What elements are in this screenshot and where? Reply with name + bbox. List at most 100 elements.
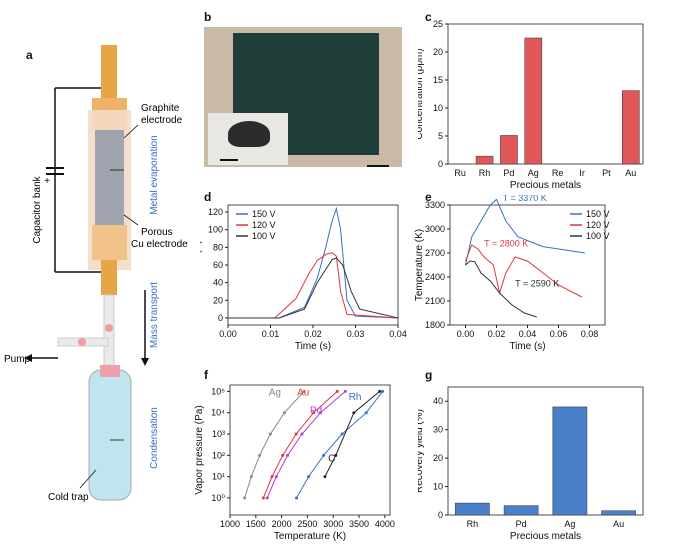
data-point: [318, 411, 322, 415]
y-tick-label: 10¹: [212, 472, 225, 482]
data-point: [286, 453, 290, 457]
x-tick-label: Pd: [516, 519, 527, 529]
scale-bar: [367, 165, 389, 167]
series-line-150v: [465, 198, 585, 266]
y-tick-label: 100: [208, 225, 223, 235]
plot-frame: [447, 23, 644, 165]
y-tick-label: 40: [213, 278, 223, 288]
y-tick-label: 60: [213, 260, 223, 270]
condensation-label: Condensation: [149, 407, 160, 469]
graphite-label-line2: electrode: [141, 115, 183, 126]
arrow-head-icon: [24, 354, 32, 362]
y-tick-label: 3000: [425, 224, 445, 234]
plot-frame: [229, 384, 391, 516]
series-line-c: [324, 391, 380, 477]
x-tick-label: 1500: [246, 519, 266, 529]
y-axis-label: Recovery yield (%): [418, 409, 425, 493]
x-tick-label: 0.06: [550, 329, 568, 339]
data-point: [340, 432, 344, 436]
data-point: [270, 475, 274, 479]
series-line-rh: [296, 391, 383, 499]
series-line-pd: [266, 391, 346, 499]
legend-label: 100 V: [252, 231, 276, 241]
x-tick-label: 0.02: [488, 329, 506, 339]
data-point: [281, 453, 285, 457]
y-axis-label: Current (A): [200, 240, 203, 289]
data-point: [282, 411, 286, 415]
data-point: [334, 453, 338, 457]
data-point: [323, 475, 327, 479]
y-tick-label: 1800: [425, 320, 445, 330]
y-tick-label: 10⁴: [211, 408, 225, 418]
x-tick-label: 0.08: [581, 329, 599, 339]
capacitor-bank-label: Capacitor bank: [32, 175, 43, 243]
y-tick-label: 0: [438, 159, 443, 169]
y-tick-label: 0: [218, 313, 223, 323]
pump-label: Pump: [4, 354, 31, 365]
y-tick-label: 0: [438, 510, 443, 520]
data-point: [261, 496, 265, 500]
x-tick-label: 4000: [375, 519, 395, 529]
x-axis-label: Precious metals: [510, 180, 581, 191]
x-tick-label: Ru: [454, 168, 466, 178]
x-tick-label: Au: [625, 168, 636, 178]
data-point: [294, 496, 298, 500]
y-tick-label: 10: [433, 482, 443, 492]
x-tick-label: 0.01: [262, 329, 280, 339]
chart-f: 1000 1500 2000 2500 3000 3500 4000 10⁰ 10¹ 10² 10³…: [194, 384, 395, 542]
chart-e: 0.00 0.02 0.04 0.06 0.08 1800 2100 2400 2700 3000…: [414, 195, 610, 352]
valve: [105, 324, 113, 332]
x-tick-label: Re: [552, 168, 564, 178]
data-point: [343, 389, 347, 393]
data-point: [294, 432, 298, 436]
series-line-100v: [465, 260, 537, 318]
condenser-plug: [100, 365, 120, 377]
x-axis-label: Time (s): [509, 341, 545, 352]
y-tick-label: 2700: [425, 248, 445, 258]
data-point: [265, 496, 269, 500]
panel-label-d: d: [204, 190, 212, 204]
schematic-diagram: Capacitor bank + Graphite electrode Meta…: [4, 45, 188, 503]
series-line-150v: [228, 206, 399, 319]
data-point: [352, 411, 356, 415]
porous-label-line1: Porous: [141, 227, 173, 238]
powder-pile: [228, 121, 270, 147]
data-point: [378, 389, 382, 393]
y-axis-label: Vapor pressure (Pa): [194, 405, 205, 494]
y-tick-label: 2400: [425, 272, 445, 282]
bar: [455, 502, 490, 516]
y-tick-label: 15: [433, 75, 443, 85]
data-point: [300, 432, 304, 436]
annotation: T = 3370 K: [503, 195, 547, 203]
series-line-au: [262, 391, 338, 499]
x-tick-label: 3500: [349, 519, 369, 529]
porous-electrode: [92, 225, 127, 260]
valve: [78, 338, 86, 346]
x-tick-label: 1000: [220, 519, 240, 529]
chart-g: 0 10 20 30 40 Rh Pd Ag Au Precious metals Recovery…: [418, 386, 644, 542]
panel-label-b: b: [204, 10, 212, 24]
bar: [622, 90, 640, 165]
legend-label: 120 V: [586, 220, 610, 230]
y-tick-label: 2100: [425, 296, 445, 306]
y-tick-label: 40: [433, 396, 443, 406]
y-tick-label: 5: [438, 131, 443, 141]
capacitor-plus-label: +: [44, 176, 50, 187]
data-point: [243, 496, 247, 500]
y-tick-label: 20: [433, 453, 443, 463]
bar: [475, 155, 494, 165]
x-tick-label: Ir: [579, 168, 585, 178]
x-tick-label: 0.00: [219, 329, 237, 339]
panel-label-c: c: [425, 10, 432, 24]
y-tick-label: 20: [433, 47, 443, 57]
data-point: [381, 389, 385, 393]
data-point: [312, 411, 316, 415]
y-tick-label: 10⁵: [211, 386, 225, 396]
chart-c: 0 5 10 15 20 25 Ru Rh Pd Ag Re Ir Pt Au Precious metal…: [418, 19, 644, 191]
x-axis-label: Precious metals: [510, 531, 581, 542]
porous-label-line2: Cu electrode: [131, 239, 188, 250]
y-tick-label: 25: [433, 19, 443, 29]
y-tick-label: 120: [208, 207, 223, 217]
series-label: C: [328, 454, 335, 465]
bar: [601, 510, 636, 516]
